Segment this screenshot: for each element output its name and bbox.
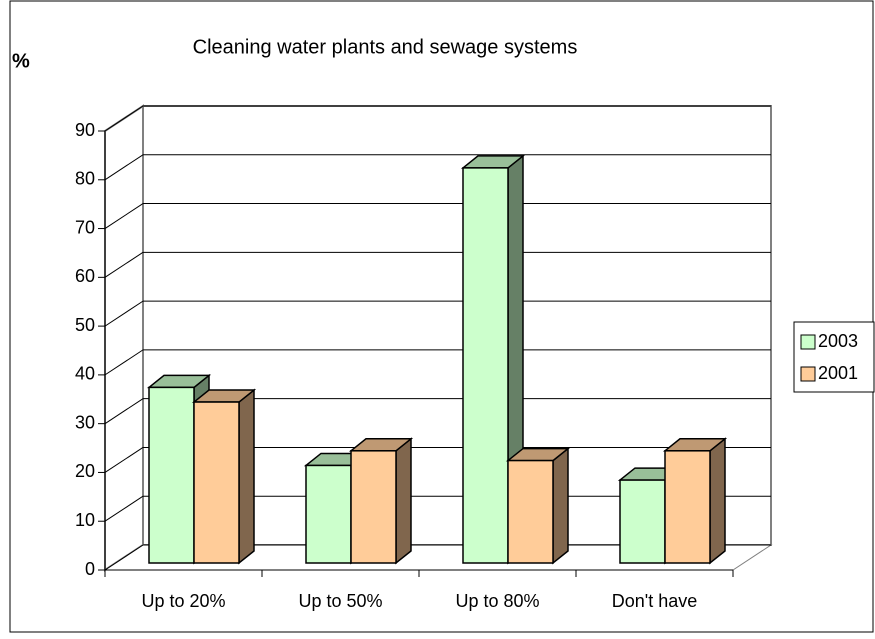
bar-side [709, 437, 726, 565]
legend-label: 2001 [818, 363, 858, 383]
y-axis-label: % [12, 50, 30, 72]
bar-side [238, 388, 255, 565]
y-tick-label: 60 [75, 266, 95, 286]
x-tick-label: Up to 50% [298, 591, 382, 611]
y-tick-label: 10 [75, 510, 95, 530]
grid-line-side [104, 447, 144, 473]
y-tick-label: 80 [75, 169, 95, 189]
x-tick-label: Up to 80% [455, 591, 539, 611]
y-tick-label: 30 [75, 412, 95, 432]
y-tick-label: 50 [75, 315, 95, 335]
grid-line-side [104, 105, 144, 132]
legend-swatch [800, 334, 816, 350]
bar [148, 386, 195, 564]
grid-line-side [104, 154, 144, 181]
y-tick-label: 40 [75, 364, 95, 384]
grid-line-side [104, 251, 144, 278]
grid-line-side [104, 203, 144, 229]
chart-title: Cleaning water plants and sewage systems [193, 36, 578, 58]
y-tick-label: 0 [85, 559, 95, 579]
bar [350, 450, 397, 564]
grid-line-side [104, 398, 144, 425]
grid-line-side [104, 495, 144, 522]
bar [305, 464, 352, 564]
x-tick-label: Don't have [612, 591, 698, 611]
y-tick-label: 20 [75, 461, 95, 481]
bar [193, 401, 240, 564]
legend-swatch [800, 366, 816, 382]
bar [507, 459, 554, 564]
y-tick-label: 70 [75, 217, 95, 237]
grid-line-side [104, 349, 144, 376]
y-tick-label: 90 [75, 120, 95, 140]
grid-line-side [104, 300, 144, 327]
grid-line-side [104, 544, 144, 571]
legend-label: 2003 [818, 331, 858, 351]
bar [462, 167, 509, 564]
bar [619, 479, 666, 564]
bar-side [552, 447, 569, 565]
bar [664, 450, 711, 564]
x-tick-label: Up to 20% [141, 591, 225, 611]
bar-side [395, 437, 412, 565]
